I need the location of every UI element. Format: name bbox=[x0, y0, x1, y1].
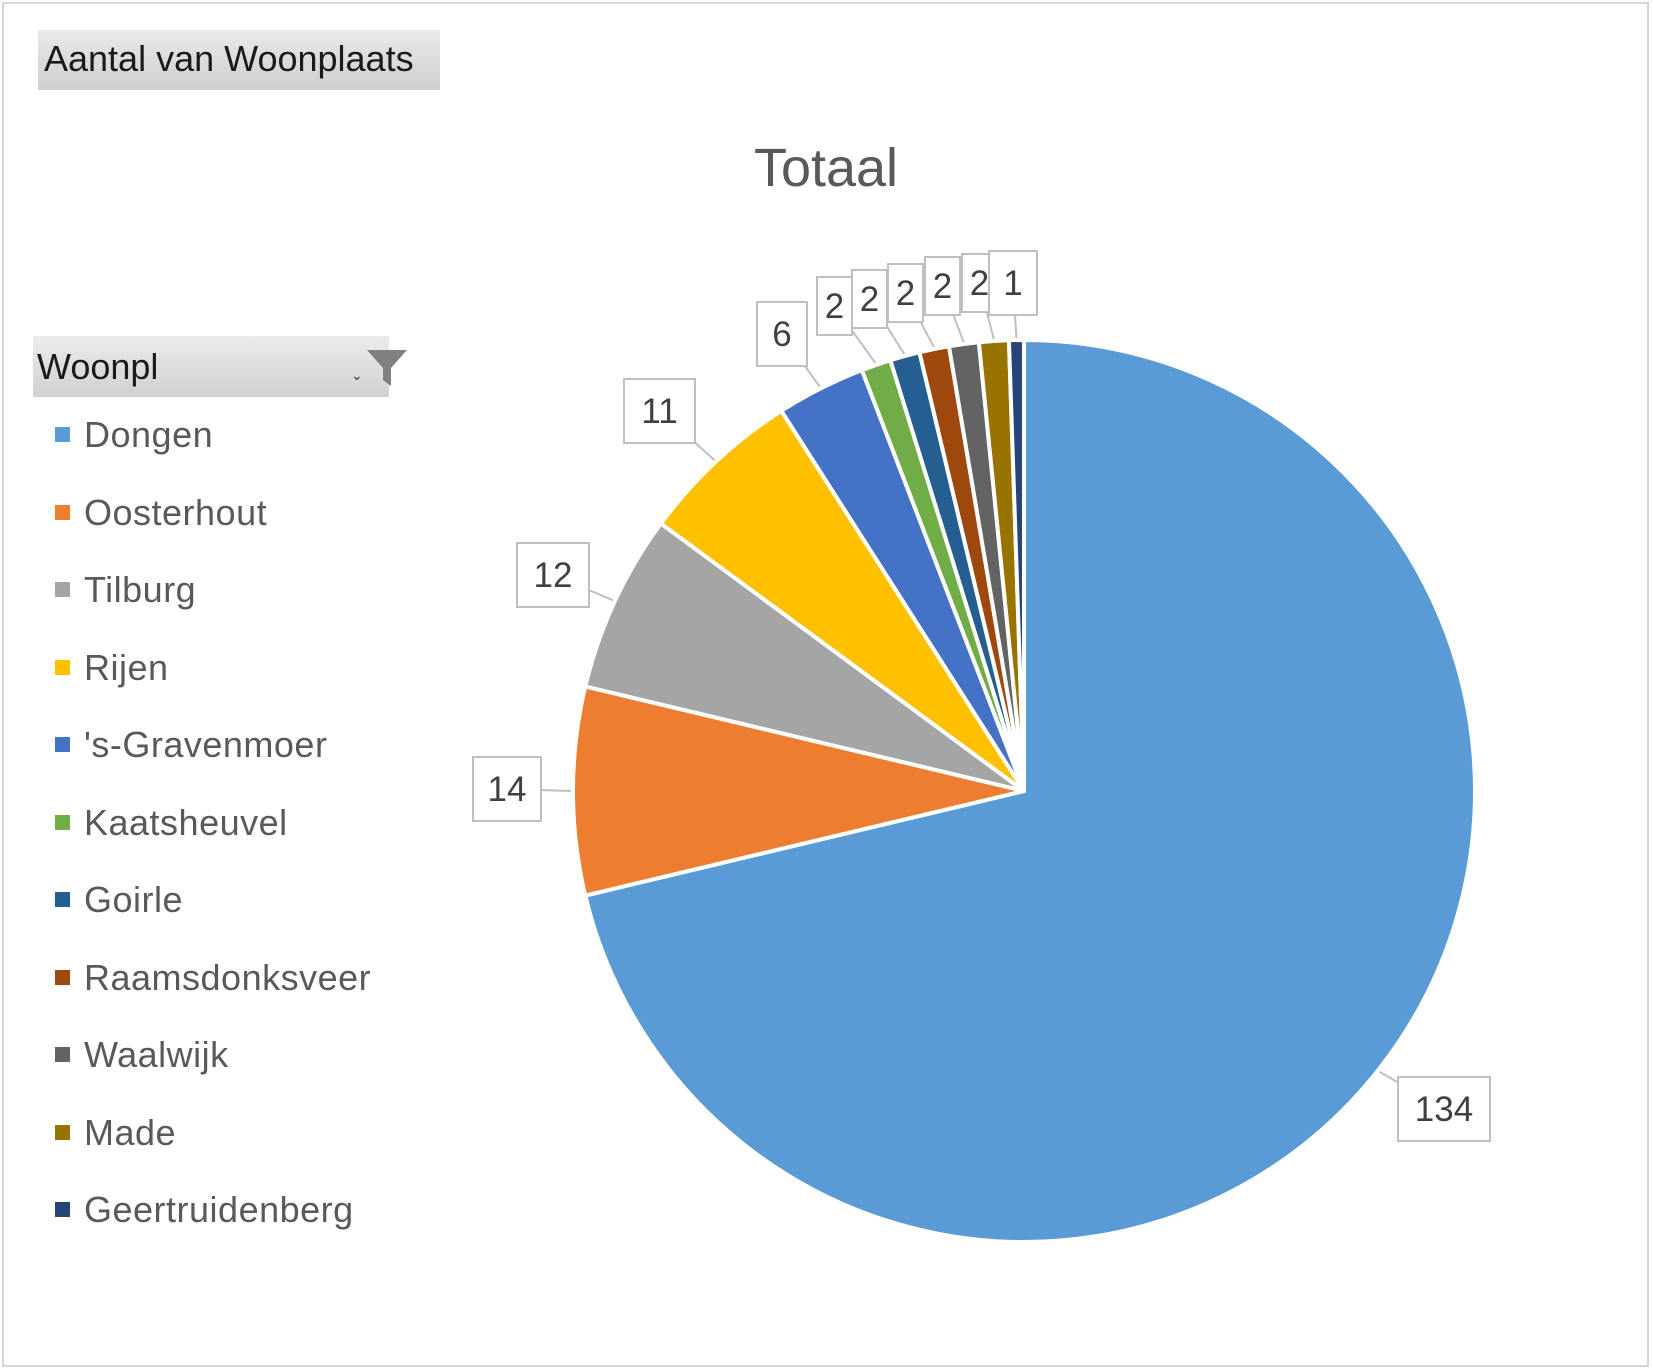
pie-slice-geertruidenberg[interactable] bbox=[1006, 338, 1026, 793]
data-label-raamsdonksveer: 2 bbox=[887, 263, 935, 348]
pie-slice-rijen[interactable] bbox=[658, 408, 1026, 793]
chevron-down-icon[interactable]: ⌄ bbox=[351, 367, 363, 383]
legend-swatch bbox=[55, 1202, 70, 1217]
legend-swatch bbox=[55, 427, 70, 442]
svg-text:6: 6 bbox=[772, 315, 791, 354]
data-label-waalwijk: 2 bbox=[924, 256, 965, 343]
legend-swatch bbox=[55, 504, 70, 520]
legend-label: Kaatsheuvel bbox=[84, 801, 288, 843]
data-label-rijen: 11 bbox=[623, 378, 716, 461]
legend-label: Made bbox=[84, 1111, 177, 1153]
legend-field-label: Woonpl bbox=[37, 346, 159, 387]
legend-swatch bbox=[55, 1124, 70, 1140]
legend-swatch bbox=[55, 1047, 70, 1062]
legend-label: Goirle bbox=[84, 879, 184, 920]
legend-label: Oosterhout bbox=[84, 491, 268, 533]
data-label-s-gravenmoer: 6 bbox=[756, 301, 821, 388]
svg-text:2: 2 bbox=[933, 267, 952, 306]
legend-swatch bbox=[55, 659, 70, 675]
filter-icon[interactable] bbox=[365, 346, 409, 390]
legend-swatch bbox=[55, 969, 70, 985]
svg-text:12: 12 bbox=[534, 556, 573, 595]
svg-text:14: 14 bbox=[488, 770, 527, 809]
pie-slice-oosterhout[interactable] bbox=[571, 684, 1026, 898]
pivot-value-field-button[interactable]: Aantal van Woonplaats bbox=[38, 30, 440, 90]
legend-label: Tilburg bbox=[84, 569, 197, 610]
legend-swatch bbox=[55, 582, 70, 597]
legend-swatch bbox=[55, 814, 70, 830]
legend-swatch bbox=[55, 892, 70, 907]
pie-slice-tilburg[interactable] bbox=[583, 521, 1026, 793]
data-label-tilburg: 12 bbox=[516, 542, 614, 608]
data-label-kaatsheuvel: 2 bbox=[816, 276, 877, 364]
svg-text:2: 2 bbox=[896, 274, 915, 313]
legend-field-filter-button[interactable]: Woonpl ⌄ bbox=[33, 336, 407, 397]
svg-text:2: 2 bbox=[860, 280, 879, 319]
legend-label: Geertruidenberg bbox=[84, 1189, 354, 1230]
data-label-oosterhout: 14 bbox=[472, 756, 572, 822]
svg-text:2: 2 bbox=[970, 264, 989, 303]
legend-label: Rijen bbox=[84, 646, 169, 688]
svg-text:11: 11 bbox=[641, 392, 677, 431]
pie-slices bbox=[571, 338, 1477, 1244]
legend-label: Raamsdonksveer bbox=[84, 956, 372, 998]
svg-text:1: 1 bbox=[1003, 264, 1022, 303]
data-label-dongen: 134 bbox=[1379, 1070, 1491, 1142]
svg-text:134: 134 bbox=[1415, 1090, 1473, 1129]
chart-title: Totaal bbox=[754, 138, 898, 198]
pie-slice-dongen[interactable] bbox=[583, 338, 1477, 1244]
data-label-geertruidenberg: 1 bbox=[988, 250, 1038, 339]
legend-label: Waalwijk bbox=[84, 1034, 229, 1075]
pivot-value-field-label: Aantal van Woonplaats bbox=[44, 38, 414, 79]
legend-label: 's-Gravenmoer bbox=[84, 724, 328, 765]
svg-text:2: 2 bbox=[825, 287, 844, 326]
legend-label: Dongen bbox=[84, 414, 214, 455]
legend-swatch bbox=[55, 737, 70, 752]
